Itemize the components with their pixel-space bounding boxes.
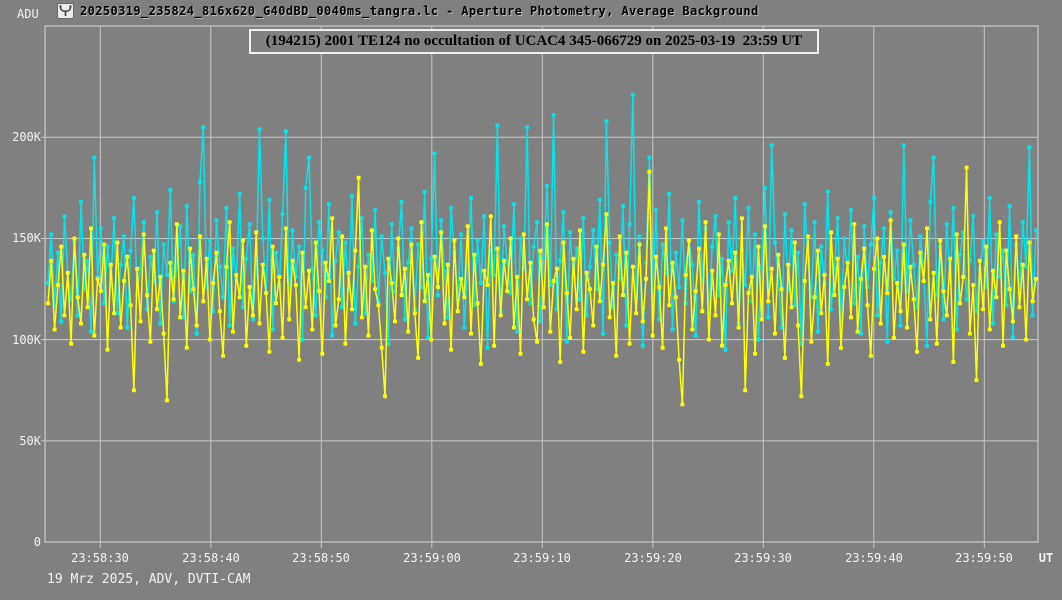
x-tick-235930: 23:59:30 <box>734 551 792 565</box>
y-tick-50k: 50K <box>19 434 41 448</box>
observation-footer: 19 Mrz 2025, ADV, DVTI-CAM <box>47 572 251 587</box>
tangra-app-icon <box>57 3 74 19</box>
y-tick-150k: 150K <box>12 231 41 245</box>
x-tick-235940: 23:59:40 <box>845 551 903 565</box>
y-tick-100k: 100K <box>12 333 41 347</box>
x-tick-235950: 23:59:50 <box>955 551 1013 565</box>
x-tick-235840: 23:58:40 <box>182 551 240 565</box>
chart-title-box: (194215) 2001 TE124 no occultation of UC… <box>249 29 819 54</box>
chart-title-text: (194215) 2001 TE124 no occultation of UC… <box>265 33 803 49</box>
x-tick-235830: 23:58:30 <box>71 551 129 565</box>
photometry-series-yellow <box>47 167 1037 405</box>
x-tick-235850: 23:58:50 <box>292 551 350 565</box>
x-axis-unit-label: UT <box>1038 551 1054 565</box>
y-tick-0: 0 <box>33 535 41 549</box>
x-tick-235920: 23:59:20 <box>624 551 682 565</box>
x-tick-235900: 23:59:00 <box>403 551 461 565</box>
y-tick-200k: 200K <box>12 130 41 144</box>
window-title: 20250319_235824_816x620_G40dBD_0040ms_ta… <box>80 4 759 18</box>
x-tick-235910: 23:59:10 <box>513 551 571 565</box>
y-axis-unit-label: ADU <box>17 7 39 21</box>
